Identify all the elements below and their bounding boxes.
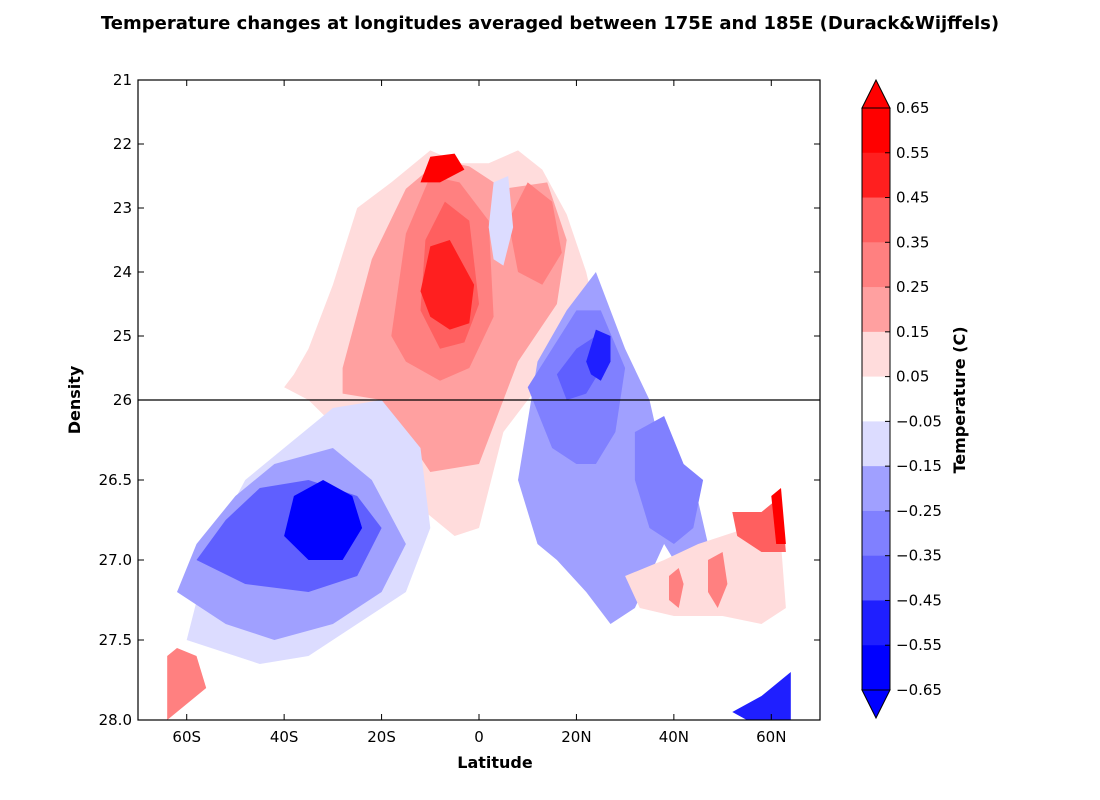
y-tick-label: 24 [113,263,132,281]
colorbar-tick-label: 0.35 [896,233,929,251]
colorbar-tick-label: 0.15 [896,323,929,341]
contour-region-north-warm-spot-2 [708,552,728,608]
colorbar-tick-label: −0.15 [896,457,942,475]
colorbar-extend-max [861,78,891,109]
colorbar-tick-label: −0.45 [896,591,942,609]
contour-region-mid-cool-northeast [634,416,704,544]
x-axis-label: Latitude [457,753,533,772]
colorbar-tick-label: 0.45 [896,189,929,207]
colorbar-tick-label: 0.55 [896,144,929,162]
colorbar-frame [861,107,891,691]
colorbar-cell [862,421,890,467]
chart-title: Temperature changes at longitudes averag… [100,13,1000,34]
colorbar-cell [862,242,890,288]
colorbar-tick-label: −0.35 [896,547,942,565]
colorbar-tick-label: 0.65 [896,99,929,117]
colorbar-cell [862,645,890,691]
colorbar-tick-label: −0.25 [896,502,942,520]
y-axis-ticks: 21 22 23 24 25 26 26.5 27.0 27.5 28.0 [99,71,820,729]
contour-region-upper-warm-cap [420,153,465,183]
x-tick-label: 0 [474,728,484,746]
x-tick-label: 40S [270,728,299,746]
contour-region-south-cool-center [284,480,363,560]
contour-region-upper-warm-core-3 [420,240,475,330]
colorbar-cell [862,152,890,199]
colorbar-cell [862,287,890,333]
x-tick-label: 20S [367,728,396,746]
x-tick-label: 20N [561,728,591,746]
contour-region-north-warm-edge [771,488,786,544]
contour-region-north-warm-northeast [732,496,786,552]
y-axis-label: Density [65,365,84,434]
y-tick-label: 27.5 [99,631,132,649]
contour-region-south-warm-edge [167,648,207,720]
colorbar-tick-label: 0.25 [896,278,929,296]
colorbar-cell [862,555,890,601]
y-tick-label: 25 [113,327,132,345]
colorbar: 0.65 0.55 0.45 0.35 0.25 0.15 0.05 −0.05 −0.15 −0… [861,78,942,720]
colorbar-tick-label: −0.05 [896,412,942,430]
x-axis-ticks: 60S 40S 20S 0 20N 40N 60N [172,80,786,746]
colorbar-extend-min [861,689,891,720]
colorbar-cell [862,108,890,154]
y-tick-label: 26 [113,391,132,409]
colorbar-cell [862,197,890,243]
colorbar-cell [862,600,890,646]
colorbar-cell [862,510,890,557]
y-tick-label: 23 [113,199,132,217]
colorbar-label: Temperature (C) [950,326,969,473]
colorbar-tick-label: −0.55 [896,636,942,654]
x-tick-label: 40N [659,728,689,746]
colorbar-cell [862,331,890,378]
y-tick-label: 28.0 [99,711,132,729]
contour-region-north-warm-spot-1 [669,568,684,608]
contour-region-upper-warm-east [508,182,562,285]
x-tick-label: 60S [172,728,201,746]
contour-region-mid-cool-core-3 [586,329,611,381]
contour-region-north-warm-patch [625,528,786,624]
y-tick-label: 26.5 [99,471,132,489]
colorbar-cell [862,466,890,512]
contour-region-upper-cool-pocket [488,176,514,266]
y-tick-label: 27.0 [99,551,132,569]
y-tick-label: 21 [113,71,132,89]
y-tick-label: 22 [113,135,132,153]
contour-region-north-cool-bottom [732,672,791,720]
colorbar-tick-label: 0.05 [896,368,929,386]
colorbar-cell [862,376,890,422]
x-tick-label: 60N [756,728,786,746]
colorbar-tick-label: −0.65 [896,681,942,699]
contour-fields [167,150,791,720]
